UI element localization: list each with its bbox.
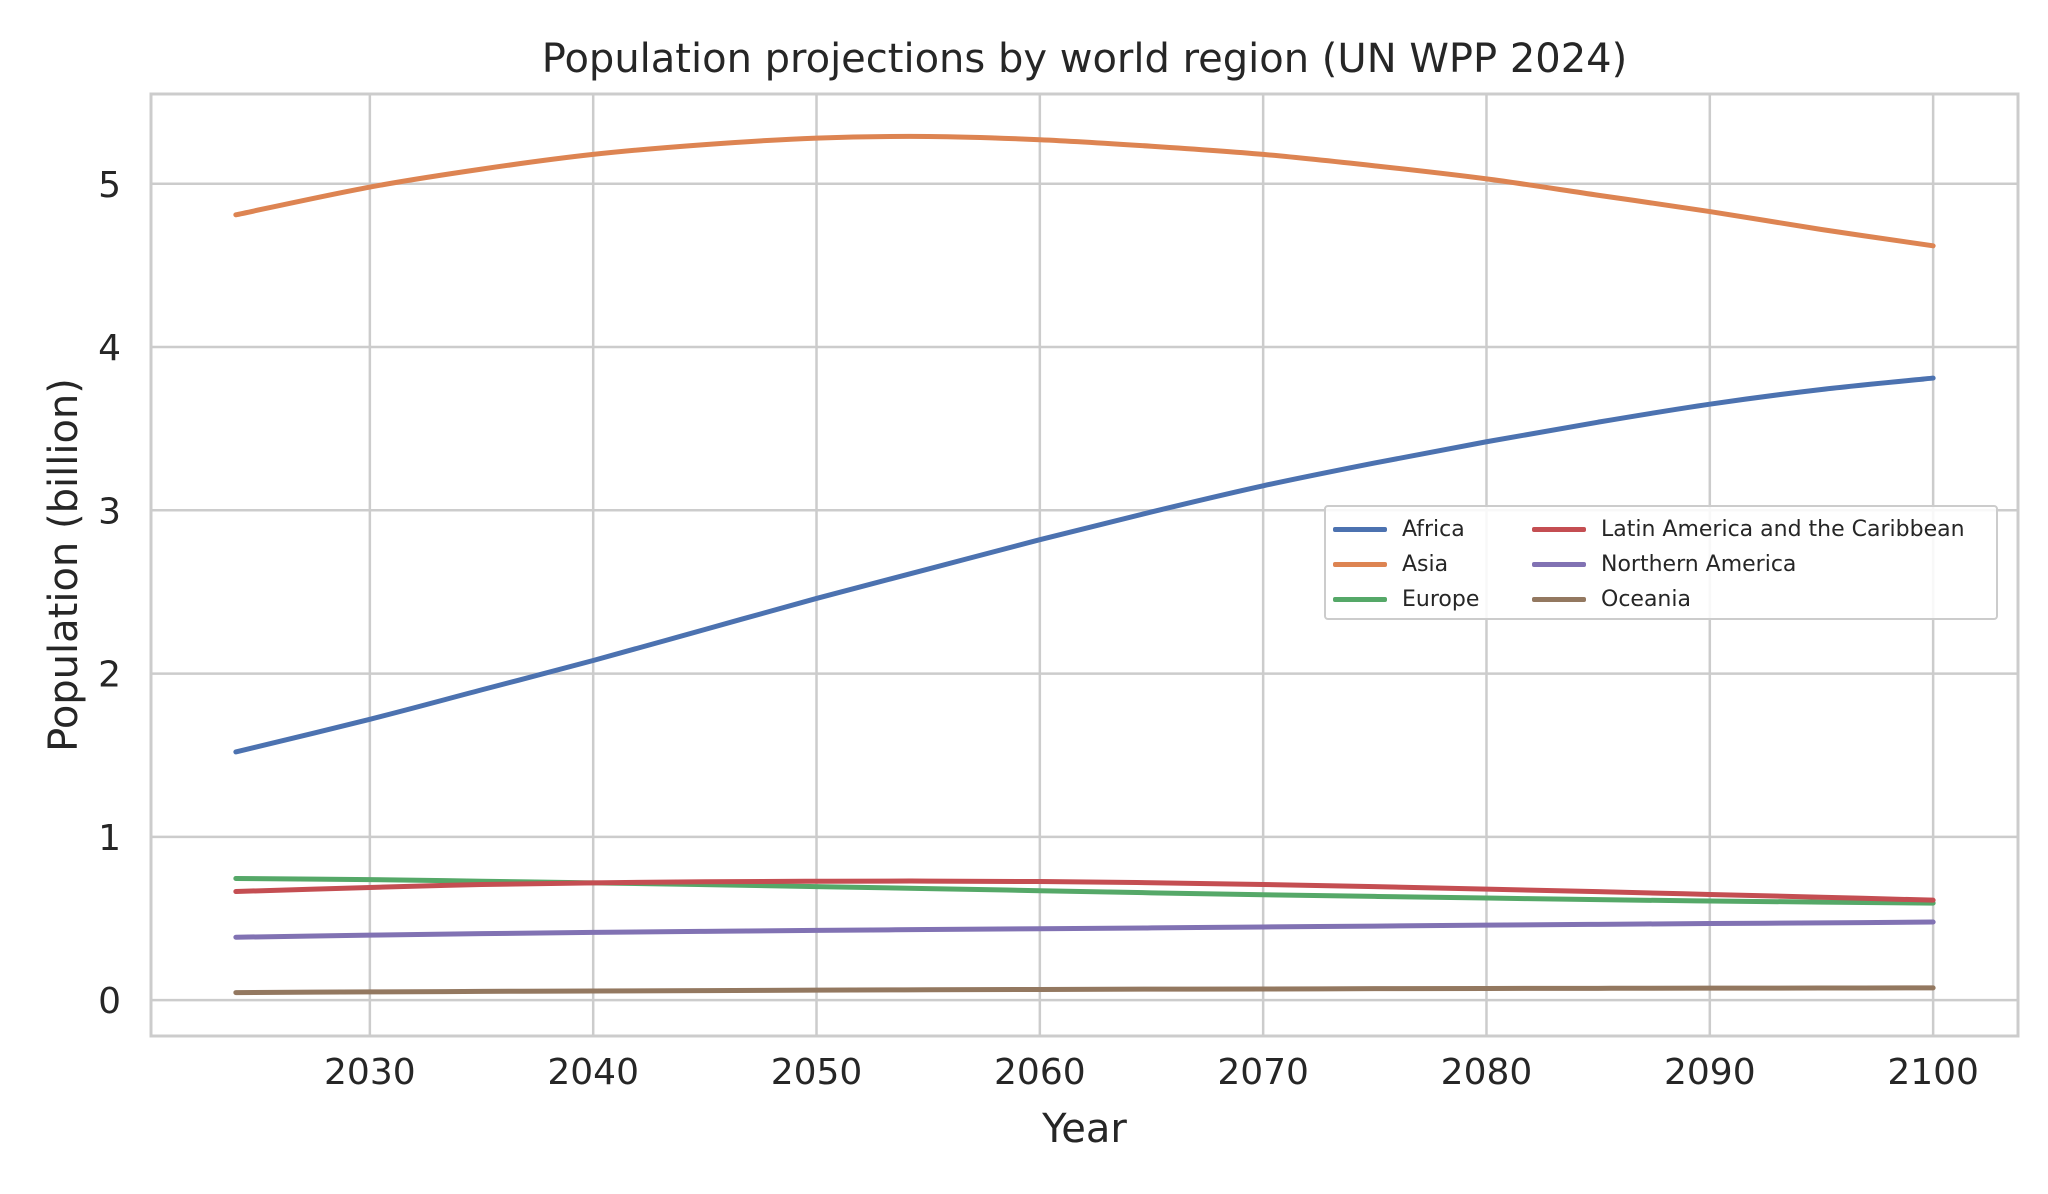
x-tick-label: 2050 — [771, 1052, 863, 1093]
x-tick-label: 2030 — [324, 1052, 416, 1093]
legend-swatch — [1333, 596, 1387, 602]
x-axis-label: Year — [1042, 1106, 1127, 1152]
legend-item-northern-america: Northern America — [1532, 549, 1796, 579]
y-tick-label: 0 — [98, 981, 121, 1022]
x-tick-label: 2060 — [994, 1052, 1086, 1093]
legend-item-asia: Asia — [1333, 549, 1448, 579]
legend-item-oceania: Oceania — [1532, 584, 1691, 614]
y-tick-label: 2 — [98, 655, 121, 696]
series-line-oceania — [233, 985, 1936, 996]
legend-item-europe: Europe — [1333, 584, 1479, 614]
x-tick-label: 2090 — [1664, 1052, 1756, 1093]
x-tick-label: 2040 — [547, 1052, 639, 1093]
legend-label: Africa — [1402, 516, 1465, 542]
y-axis-label: Population (billion) — [41, 378, 87, 752]
legend-label: Latin America and the Caribbean — [1601, 516, 1965, 542]
x-tick-label: 2070 — [1217, 1052, 1309, 1093]
y-tick-label: 5 — [98, 165, 121, 206]
legend-label: Asia — [1402, 551, 1449, 577]
y-tick-label: 1 — [98, 818, 121, 859]
x-tick-label: 2080 — [1441, 1052, 1533, 1093]
legend-swatch — [1532, 561, 1586, 567]
y-tick-label: 3 — [98, 491, 121, 532]
legend-swatch — [1333, 561, 1387, 567]
series-line-latin-america-and-the-caribbean — [233, 878, 1936, 903]
plot-frame — [149, 92, 2020, 1038]
legend-label: Oceania — [1601, 586, 1691, 612]
legend-swatch — [1532, 526, 1586, 532]
legend-label: Europe — [1402, 586, 1480, 612]
series-line-asia — [233, 133, 1936, 249]
legend-label: Northern America — [1601, 551, 1797, 577]
x-tick-label: 2100 — [1887, 1052, 1979, 1093]
chart-title: Population projections by world region (… — [541, 36, 1628, 82]
legend-swatch — [1532, 596, 1586, 602]
series-line-africa — [233, 375, 1936, 755]
legend-item-africa: Africa — [1333, 514, 1465, 544]
legend-item-latin-america-and-the-caribbean: Latin America and the Caribbean — [1532, 514, 1965, 544]
legend: Africa Asia Europe Latin America and the Ca… — [1324, 505, 1998, 620]
y-tick-label: 4 — [98, 328, 121, 369]
series-line-northern-america — [233, 919, 1936, 940]
legend-swatch — [1333, 526, 1387, 532]
